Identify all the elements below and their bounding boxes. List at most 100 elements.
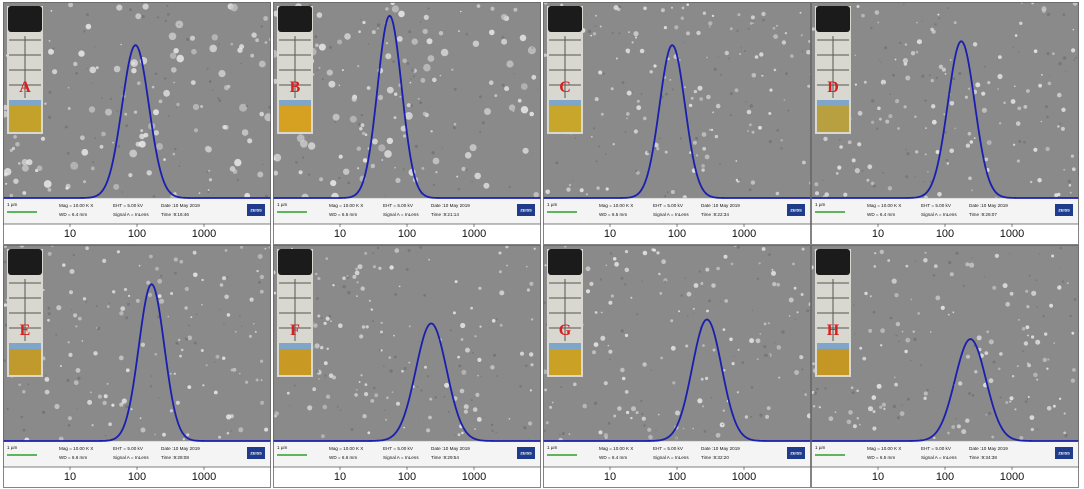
x-tick-label: 1000 — [1000, 228, 1024, 240]
vial-liquid — [279, 106, 311, 132]
panel-letter: H — [827, 322, 840, 339]
vial-cap — [816, 249, 850, 275]
panel-H-chart: 1 µm Mag = 10.00 K X WD = 6.5 mm EHT = 5.00… — [811, 245, 1079, 488]
mag-text: Mag = 10.00 K X — [599, 446, 633, 451]
zeiss-logo — [1055, 447, 1073, 459]
sem-micrograph — [3, 2, 271, 198]
panel-G: 1 µm Mag = 10.00 K X WD = 6.4 mm EHT = 5.00… — [543, 245, 811, 488]
vial-photo — [815, 249, 851, 377]
x-tick-label: 10 — [604, 471, 616, 483]
x-tick-label: 1000 — [462, 471, 486, 483]
zeiss-logo-text: ZEISS — [250, 451, 262, 456]
date-text: Date :10 May 2019 — [701, 446, 740, 451]
x-tick-label: 1000 — [1000, 471, 1024, 483]
vial-liquid — [549, 349, 581, 375]
size-distribution-curve — [811, 338, 1079, 442]
x-tick-label: 1000 — [732, 471, 756, 483]
wd-text: WD = 6.4 mm — [867, 212, 895, 217]
time-text: Time :9:16:46 — [161, 212, 189, 217]
size-distribution-curve — [273, 322, 541, 442]
eht-text: EHT = 5.00 kV — [113, 203, 144, 208]
mag-text: Mag = 10.00 K X — [329, 203, 363, 208]
vial-photo — [547, 249, 583, 377]
eht-text: EHT = 5.00 kV — [383, 203, 414, 208]
vial-cap — [8, 6, 42, 32]
date-text: Date :10 May 2019 — [161, 446, 200, 451]
zeiss-logo — [517, 447, 535, 459]
x-tick-label: 100 — [936, 471, 954, 483]
date-text: Date :10 May 2019 — [969, 446, 1008, 451]
x-tick-label: 10 — [604, 228, 616, 240]
sem-micrograph — [3, 245, 271, 441]
sem-micrograph — [811, 2, 1079, 198]
x-tick-label: 10 — [872, 228, 884, 240]
zeiss-logo-text: ZEISS — [1058, 451, 1070, 456]
time-text: Time :9:32:20 — [701, 455, 729, 460]
size-distribution-curve — [543, 318, 811, 442]
scale-bar-label: 1 µm — [277, 445, 287, 450]
date-text: Date :10 May 2019 — [431, 203, 470, 208]
zeiss-logo-text: ZEISS — [250, 208, 262, 213]
mag-text: Mag = 10.00 K X — [59, 446, 93, 451]
mag-text: Mag = 10.00 K X — [329, 446, 363, 451]
panel-letter: A — [19, 79, 31, 96]
mag-text: Mag = 10.00 K X — [867, 203, 901, 208]
vial-photo — [277, 6, 313, 134]
panel-F: 1 µm Mag = 10.00 K X WD = 6.6 mm EHT = 5.00… — [273, 245, 541, 488]
scale-bar-label: 1 µm — [815, 202, 825, 207]
panel-border — [3, 2, 271, 245]
x-tick-label: 1000 — [732, 228, 756, 240]
zeiss-logo — [247, 447, 265, 459]
vial-photo — [7, 6, 43, 134]
scale-bar-label: 1 µm — [815, 445, 825, 450]
zeiss-logo — [247, 204, 265, 216]
wd-text: WD = 6.4 mm — [59, 212, 87, 217]
panel-letter: E — [20, 322, 31, 339]
panel-G-chart: 1 µm Mag = 10.00 K X WD = 6.4 mm EHT = 5.00… — [543, 245, 811, 488]
x-tick-label: 100 — [128, 471, 146, 483]
eht-text: EHT = 5.00 kV — [113, 446, 144, 451]
time-text: Time :9:29:54 — [431, 455, 459, 460]
wd-text: WD = 6.6 mm — [329, 455, 357, 460]
sem-info-bar — [273, 197, 541, 225]
time-text: Time :9:26:07 — [969, 212, 997, 217]
sem-particles — [543, 2, 811, 200]
x-tick-label: 100 — [398, 471, 416, 483]
sem-micrograph — [273, 2, 541, 198]
scale-bar-label: 1 µm — [547, 445, 557, 450]
x-tick-label: 100 — [128, 228, 146, 240]
wd-text: WD = 6.5 mm — [329, 212, 357, 217]
eht-text: EHT = 5.00 kV — [653, 446, 684, 451]
x-tick-label: 100 — [668, 228, 686, 240]
scale-bar-label: 1 µm — [547, 202, 557, 207]
panel-letter: D — [827, 79, 839, 96]
signal-text: Signal A = InLens — [653, 212, 689, 217]
vial-liquid — [817, 349, 849, 375]
panel-A: 1 µm Mag = 10.00 K X WD = 6.4 mm EHT = 5.00… — [3, 2, 271, 245]
panel-E: 1 µm Mag = 10.00 K X WD = 6.6 mm EHT = 5.00… — [3, 245, 271, 488]
zeiss-logo-text: ZEISS — [520, 208, 532, 213]
eht-text: EHT = 5.00 kV — [653, 203, 684, 208]
vial-photo — [547, 6, 583, 134]
date-text: Date :10 May 2019 — [431, 446, 470, 451]
wd-text: WD = 6.5 mm — [599, 212, 627, 217]
panel-letter: F — [290, 322, 300, 339]
mag-text: Mag = 10.00 K X — [599, 203, 633, 208]
panel-D-chart: 1 µm Mag = 10.00 K X WD = 6.4 mm EHT = 5.00… — [811, 2, 1079, 245]
mag-text: Mag = 10.00 K X — [867, 446, 901, 451]
panel-letter: B — [290, 79, 301, 96]
panel-E-chart: 1 µm Mag = 10.00 K X WD = 6.6 mm EHT = 5.00… — [3, 245, 271, 488]
zeiss-logo-text: ZEISS — [790, 451, 802, 456]
vial-liquid — [817, 106, 849, 132]
signal-text: Signal A = InLens — [113, 212, 149, 217]
x-tick-label: 10 — [334, 228, 346, 240]
x-tick-label: 10 — [64, 471, 76, 483]
panel-F-chart: 1 µm Mag = 10.00 K X WD = 6.6 mm EHT = 5.00… — [273, 245, 541, 488]
panel-border — [273, 2, 541, 245]
eht-text: EHT = 5.00 kV — [921, 446, 952, 451]
date-text: Date :10 May 2019 — [161, 203, 200, 208]
zeiss-logo-text: ZEISS — [520, 451, 532, 456]
panel-border — [3, 245, 271, 488]
scale-bar-label: 1 µm — [277, 202, 287, 207]
sem-micrograph — [543, 245, 811, 441]
